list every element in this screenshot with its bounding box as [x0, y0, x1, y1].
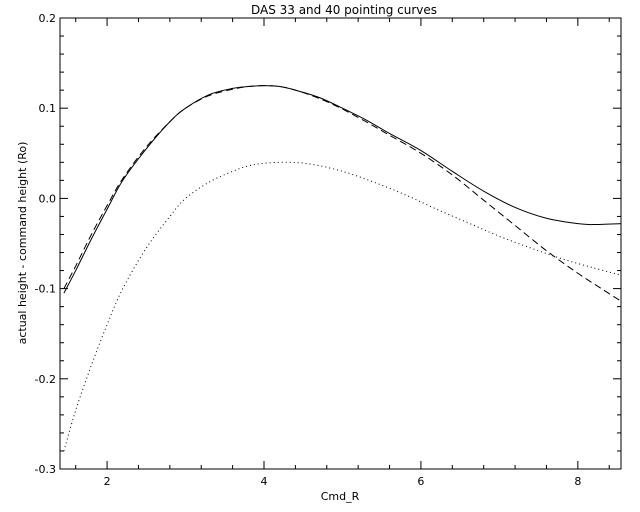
x-tick-label: 2: [104, 475, 111, 488]
plot-area-frame: [59, 17, 622, 470]
chart-title: DAS 33 and 40 pointing curves: [251, 3, 437, 17]
x-tick-label: 6: [417, 475, 424, 488]
x-tick-label: 8: [574, 475, 581, 488]
series-group: [63, 85, 622, 452]
y-tick-label: 0.0: [39, 192, 57, 205]
y-tick-label: -0.1: [35, 283, 56, 296]
x-axis-label: Cmd_R: [321, 490, 360, 503]
x-tick-label: 4: [261, 475, 268, 488]
y-tick-label: 0.1: [39, 102, 57, 115]
y-tick-label: -0.2: [35, 373, 56, 386]
axis-ticks: 2 4 6 8 -0.3 -0.2 -0.1 0.0 0.1 0.2: [35, 12, 621, 488]
series-line-solid: [63, 85, 622, 294]
series-line-dashed: [63, 85, 622, 302]
y-tick-label: -0.3: [35, 463, 56, 476]
series-line-dotted: [63, 161, 622, 452]
y-axis-label: actual height - command height (Ro): [16, 142, 29, 345]
y-tick-label: 0.2: [39, 12, 57, 25]
